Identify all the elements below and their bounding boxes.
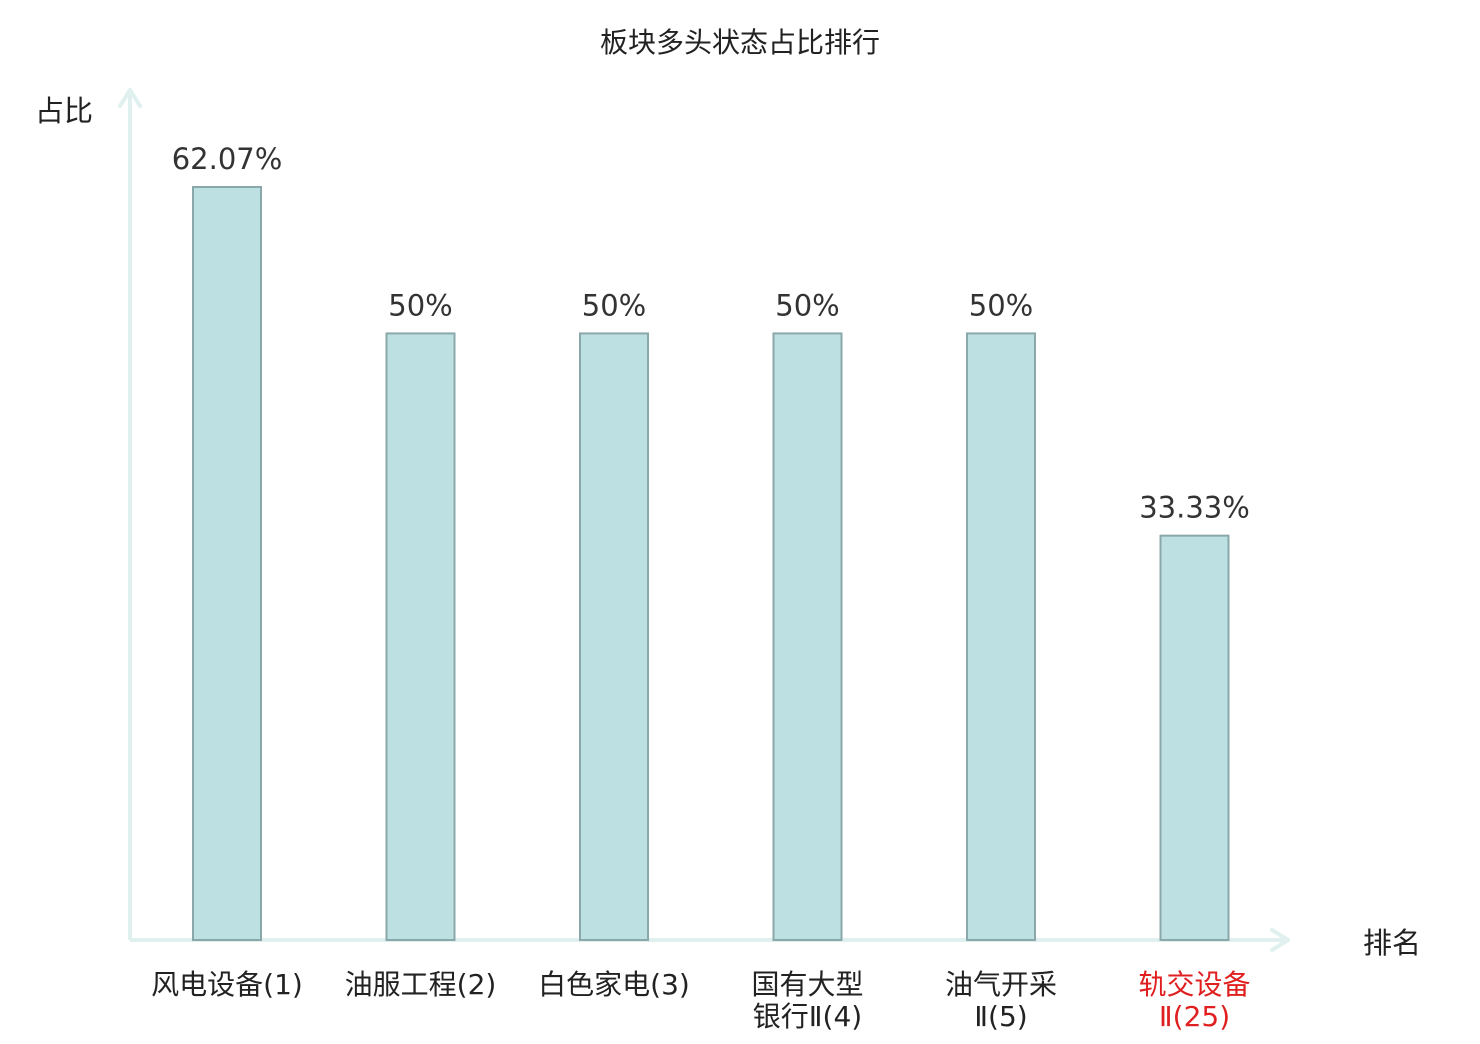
value-label-2: 50% [388, 288, 452, 322]
value-labels-group: 62.07% 50% 50% 50% 50% 33.33% [172, 142, 1250, 525]
value-label-4: 50% [775, 288, 839, 322]
value-label-6: 33.33% [1139, 491, 1250, 525]
category-label-5-line-1: 油气开采 [945, 968, 1057, 1001]
value-label-3: 50% [582, 288, 646, 322]
bar-4 [772, 332, 843, 942]
value-label-5: 50% [969, 288, 1033, 322]
y-axis-label: 占比 [35, 94, 93, 128]
bar-6 [1159, 534, 1230, 941]
chart-title: 板块多头状态占比排行 [600, 26, 880, 59]
y-axis-arrow [118, 88, 142, 108]
bar-1 [192, 186, 262, 941]
category-label-4-line-2: 银行Ⅱ(4) [753, 1000, 862, 1033]
x-axis-label: 排名 [1363, 926, 1421, 960]
x-axis-arrow [1270, 928, 1290, 952]
category-label-6-line-2: Ⅱ(25) [1159, 1000, 1230, 1033]
category-label-1: 风电设备(1) [151, 968, 303, 1001]
category-label-3: 白色家电(3) [538, 968, 690, 1001]
category-label-4-line-1: 国有大型 [751, 968, 863, 1001]
value-label-1: 62.07% [172, 142, 283, 176]
bar-5 [966, 332, 1036, 942]
bar-3 [579, 332, 649, 942]
category-label-2: 油服工程(2) [345, 968, 497, 1001]
category-label-6-line-1: 轨交设备 [1138, 968, 1250, 1001]
category-label-5-line-2: Ⅱ(5) [974, 1000, 1027, 1033]
bars-group [192, 186, 1230, 942]
axes [118, 88, 1290, 952]
bar-2 [385, 332, 456, 942]
